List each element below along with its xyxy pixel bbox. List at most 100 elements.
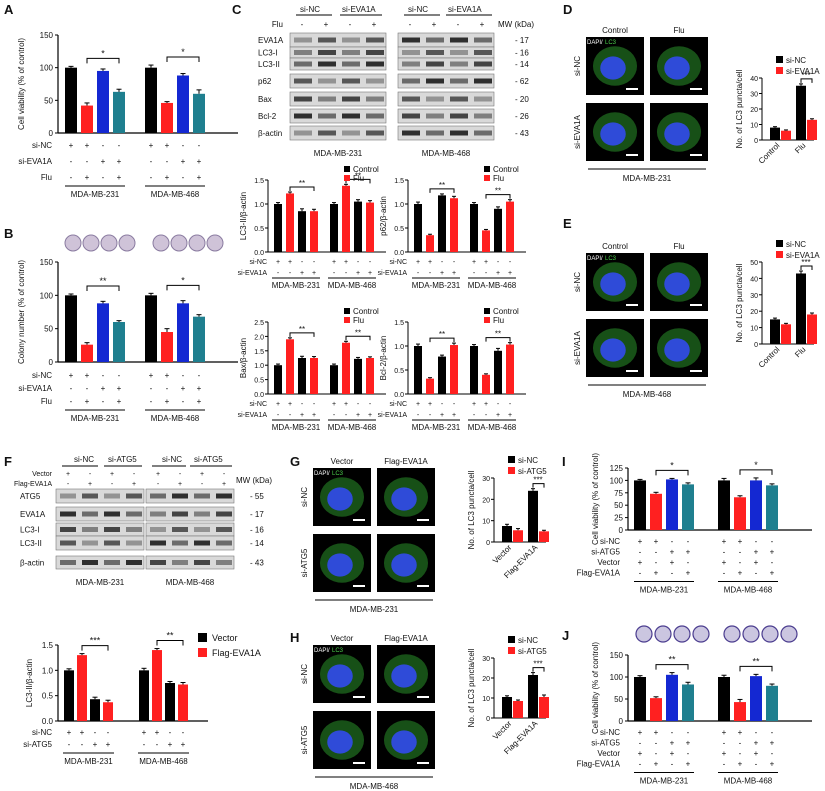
nucleus-dapi-stain [664,122,690,146]
panel-e-category-label: Flu [793,345,807,359]
panel-c-sub-sig-bracket [345,178,371,184]
panel-a-sig-bracket [166,56,200,63]
nucleus-dapi-stain [391,730,417,754]
panel-c-legend-swatch [484,166,490,172]
panel-c-band-label: β-actin [258,129,282,138]
blot-band [60,511,76,517]
panel-j-condition-sign: - [723,739,726,748]
panel-c-header-sieva: si-EVA1A [342,5,376,14]
panel-i-condition-sign: - [687,537,690,546]
blot-band [342,96,360,102]
panel-c-sub-condition-sign: - [509,259,512,266]
colony-well-image [64,234,82,252]
blot-band [216,493,232,499]
panel-a-condition-sign: + [117,173,122,182]
panel-c-header-sinc: si-NC [300,5,320,14]
panel-g-stain-lc3: LC3 [332,471,344,477]
panel-c-sub-ytick-label: 1.0 [394,202,404,209]
panel-c-sub-condition-sign: + [276,259,280,266]
panel-b-condition-sign: - [70,397,73,406]
panel-c-sub-ylabel: Bcl-2/β-actin [379,336,388,381]
panel-i-condition-label: si-NC [600,537,620,546]
panel-j-condition-sign: + [670,749,675,758]
panel-e-stain-lc3: LC3 [605,256,617,262]
panel-e-legend-label: si-EVA1A [786,251,820,260]
panel-d-ylabel: No. of LC3 puncta/cell [735,69,744,148]
panel-c-sub-bar [354,201,362,252]
panel-i-condition-sign: + [686,569,691,578]
panel-c-sub-ytick-label: 1.0 [394,344,404,351]
panel-h-sig-bracket [532,667,545,672]
panel-a-ylabel: Cell viability (% of control) [17,38,26,130]
panel-c-band-label: Bcl-2 [258,112,277,121]
panel-f-mw-value: - 14 [250,539,264,548]
panel-f-group-label: MDA-MB-468 [139,757,188,766]
blot-strip-image [145,506,235,522]
panel-a-condition-sign: - [150,173,153,182]
blot-band [450,96,468,102]
panel-i-condition-sign: - [771,558,774,567]
panel-f-lane-sign: + [222,481,226,488]
panel-e-legend-swatch [776,251,783,258]
panel-label-c: C [232,2,242,17]
panel-g-ytick-label: 10 [482,519,490,526]
panel-f-bar [64,670,74,721]
panel-f-condition-sign: + [142,728,147,737]
panel-a-condition-sign: + [149,141,154,150]
panel-d-bar [807,119,817,140]
panel-d-row-label: si-NC [573,56,582,76]
panel-i-bar [682,484,694,530]
blot-band [402,78,420,84]
blot-strip-image [55,555,145,570]
panel-a-condition-sign: - [150,157,153,166]
panel-b-bar [177,303,189,362]
panel-c-sub-bar [298,358,306,394]
colony-well-image [100,234,118,252]
panel-i-condition-sign: - [639,569,642,578]
panel-h-bar [513,701,523,718]
panel-h-row-label: si-NC [300,664,309,684]
panel-c-sub-bar [310,211,318,252]
panel-i-condition-sign: + [638,558,643,567]
panel-j-ytick-label: 0 [619,717,624,726]
panel-c-sub-condition-sign: - [277,270,280,277]
panel-e-ytick-label: 10 [750,326,758,333]
panel-j-condition-sign: + [754,739,759,748]
blot-band [366,37,384,43]
panel-j-condition-sign: + [686,739,691,748]
panel-c-sub-bar [506,344,514,394]
panel-b-condition-sign: + [117,384,122,393]
panel-e-sig-label: *** [801,258,810,267]
panel-c-sub-bar [494,350,502,394]
panel-c-sub-bar [342,342,350,394]
panel-i-condition-sign: + [770,569,775,578]
panel-c-sub-condition-sign: + [484,259,488,266]
blot-band [104,560,120,565]
panel-i-group-label: MDA-MB-231 [640,586,689,595]
panel-b-bar [113,322,125,362]
panel-j-condition-label: si-ATG5 [591,739,620,748]
panel-h-ylabel: No. of LC3 puncta/cell [467,648,476,727]
blot-band [342,78,360,84]
panel-c-sub-condition-sign: - [441,401,444,408]
blot-band [318,37,336,43]
panel-c-sub-condition-sign: - [369,401,372,408]
panel-g-legend-label: si-NC [518,456,538,465]
blot-band [294,61,312,67]
panel-f-bar [139,670,149,721]
blot-band [126,527,142,532]
panel-c-sub-condition-sign: - [485,270,488,277]
panel-a-ytick-label: 150 [40,31,54,40]
blot-band [82,493,98,499]
panel-c-sub-bar [450,345,458,394]
nucleus-dapi-stain [600,338,626,362]
panel-c-header-sieva: si-EVA1A [448,5,482,14]
panel-i-ytick-label: 50 [614,501,623,510]
panel-c-sub-ylabel: LC3-II/β-actin [239,192,248,240]
panel-h-legend-label: si-NC [518,636,538,645]
panel-i-condition-sign: + [770,548,775,557]
panel-b-condition-label: Flu [41,397,52,406]
panel-c-sub-sig-label: ** [299,325,305,334]
blot-band [104,493,120,499]
panel-a-condition-sign: - [70,157,73,166]
